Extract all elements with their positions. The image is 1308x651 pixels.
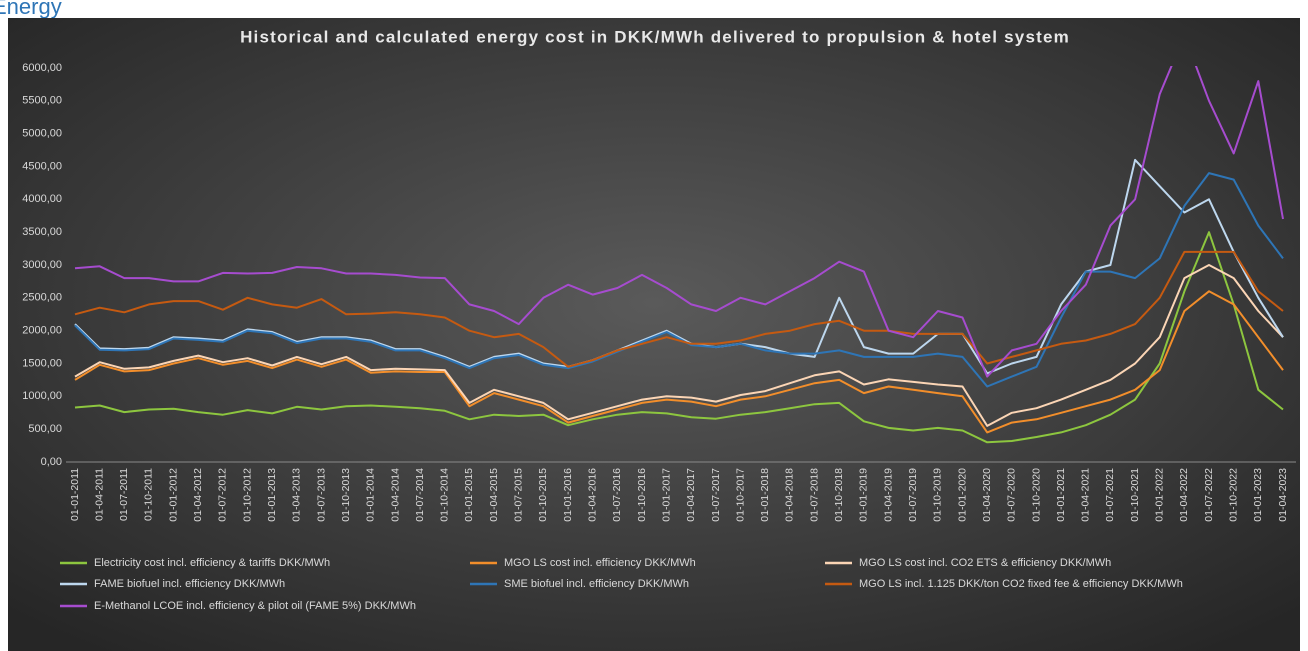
x-tick-label: 01-01-2012: [167, 468, 179, 522]
x-tick-label: 01-01-2014: [365, 468, 377, 522]
y-tick-label: 0,00: [41, 456, 62, 468]
x-tick-label: 01-07-2018: [808, 468, 820, 522]
x-tick-label: 01-10-2014: [439, 468, 451, 522]
x-tick-label: 01-10-2018: [833, 468, 845, 522]
y-tick-label: 1500,00: [22, 357, 62, 369]
series-line: [74, 264, 1284, 427]
x-tick-label: 01-07-2011: [118, 468, 130, 521]
x-tick-label: 01-01-2023: [1252, 468, 1264, 522]
chart-background: [8, 18, 1300, 651]
y-tick-label: 5000,00: [22, 128, 62, 140]
legend-label: SME biofuel incl. efficiency DKK/MWh: [504, 578, 689, 590]
series-line: [74, 250, 1284, 368]
x-tick-label: 01-10-2020: [1030, 468, 1042, 522]
x-tick-label: 01-10-2016: [636, 468, 648, 522]
y-tick-label: 6000,00: [22, 62, 62, 74]
y-tick-label: 3000,00: [22, 259, 62, 271]
series-line: [74, 290, 1284, 434]
x-tick-label: 01-04-2018: [784, 468, 796, 522]
x-tick-label: 01-07-2012: [217, 468, 229, 522]
y-tick-label: 2000,00: [22, 325, 62, 337]
x-tick-label: 01-10-2012: [241, 468, 253, 522]
y-tick-label: 4000,00: [22, 193, 62, 205]
x-tick-label: 01-01-2011: [69, 468, 81, 521]
x-tick-label: 01-01-2016: [562, 468, 574, 522]
x-tick-label: 01-04-2015: [488, 468, 500, 522]
y-tick-label: 2500,00: [22, 292, 62, 304]
x-tick-label: 01-07-2022: [1203, 468, 1215, 522]
x-tick-label: 01-04-2016: [586, 468, 598, 522]
legend-label: FAME biofuel incl. efficiency DKK/MWh: [94, 578, 285, 590]
x-tick-label: 01-01-2020: [956, 468, 968, 522]
x-tick-label: 01-10-2013: [340, 468, 352, 522]
y-tick-label: 1000,00: [22, 390, 62, 402]
y-tick-label: 5500,00: [22, 95, 62, 107]
x-tick-label: 01-04-2013: [291, 468, 303, 522]
legend-label: MGO LS cost incl. efficiency DKK/MWh: [504, 557, 696, 569]
x-tick-label: 01-04-2022: [1178, 468, 1190, 522]
x-tick-label: 01-10-2021: [1129, 468, 1141, 522]
y-tick-label: 500,00: [28, 423, 62, 435]
x-tick-label: 01-04-2020: [981, 468, 993, 522]
x-tick-label: 01-01-2022: [1154, 468, 1166, 522]
y-tick-label: 3500,00: [22, 226, 62, 238]
legend-label: E-Methanol LCOE incl. efficiency & pilot…: [94, 600, 416, 612]
x-tick-label: 01-01-2015: [463, 468, 475, 522]
y-tick-label: 4500,00: [22, 160, 62, 172]
x-tick-label: 01-07-2013: [315, 468, 327, 522]
x-tick-label: 01-01-2018: [759, 468, 771, 522]
x-tick-label: 01-10-2019: [932, 468, 944, 522]
x-tick-label: 01-04-2011: [93, 468, 105, 521]
x-tick-label: 01-07-2017: [710, 468, 722, 522]
x-tick-label: 01-04-2023: [1277, 468, 1289, 522]
series-line: [74, 66, 1284, 378]
x-tick-label: 01-07-2020: [1006, 468, 1018, 522]
legend-label: MGO LS incl. 1.125 DKK/ton CO2 fixed fee…: [859, 578, 1183, 590]
x-tick-label: 01-01-2019: [858, 468, 870, 522]
x-tick-label: 01-07-2019: [907, 468, 919, 522]
legend-label: Electricity cost incl. efficiency & tari…: [94, 557, 330, 569]
x-tick-label: 01-07-2016: [611, 468, 623, 522]
series-line: [74, 231, 1284, 444]
x-tick-label: 01-01-2017: [660, 468, 672, 522]
plot-area: [74, 66, 1284, 444]
series-line: [74, 172, 1284, 388]
x-tick-label: 01-10-2017: [734, 468, 746, 522]
x-tick-label: 01-10-2015: [537, 468, 549, 522]
x-tick-label: 01-01-2013: [266, 468, 278, 522]
x-tick-label: 01-10-2022: [1227, 468, 1239, 522]
x-tick-label: 01-07-2014: [414, 468, 426, 522]
x-tick-label: 01-04-2017: [685, 468, 697, 522]
legend-label: MGO LS cost incl. CO2 ETS & efficiency D…: [859, 557, 1111, 569]
x-tick-label: 01-10-2011: [143, 468, 155, 521]
header-title: Energy: [0, 0, 62, 19]
x-tick-label: 01-04-2021: [1080, 468, 1092, 522]
x-tick-label: 01-01-2021: [1055, 468, 1067, 522]
x-tick-label: 01-04-2012: [192, 468, 204, 522]
x-tick-label: 01-04-2019: [882, 468, 894, 522]
series-line: [74, 158, 1284, 375]
x-tick-label: 01-07-2021: [1104, 468, 1116, 522]
x-tick-label: 01-07-2015: [513, 468, 525, 522]
chart-title: Historical and calculated energy cost in…: [240, 27, 1070, 46]
x-tick-label: 01-04-2014: [389, 468, 401, 522]
